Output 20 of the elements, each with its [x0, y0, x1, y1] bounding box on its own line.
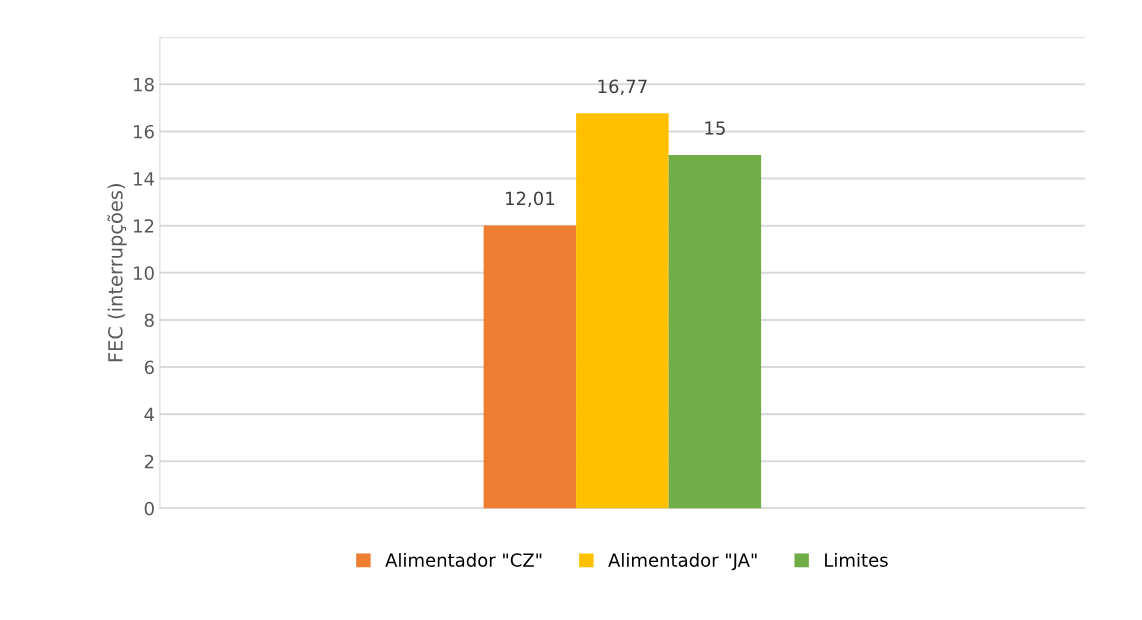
y-tick-label: 18 [134, 77, 154, 92]
bar [576, 113, 669, 509]
data-label: 16,77 [598, 79, 647, 95]
y-tick-label: 0 [144, 501, 154, 516]
y-tick-label: 4 [144, 407, 155, 422]
data-label: 12,01 [506, 191, 555, 208]
legend-label: Alimentador "JA" [608, 552, 757, 571]
y-tick-label: 10 [134, 266, 154, 280]
y-tick-label: 12 [134, 219, 154, 233]
bar [483, 225, 577, 509]
y-tick-label: 16 [134, 124, 154, 139]
data-label: 15 [705, 121, 725, 135]
legend-label: Limites [825, 552, 888, 567]
y-axis-title: FEC (interrupções) [107, 184, 127, 362]
y-tick-label: 8 [144, 313, 154, 328]
legend-label: Alimentador "CZ" [385, 552, 542, 567]
y-tick-label: 14 [134, 172, 155, 186]
y-tick-label: 2 [144, 454, 154, 469]
y-tick-label: 6 [144, 360, 154, 375]
bar [668, 155, 762, 509]
